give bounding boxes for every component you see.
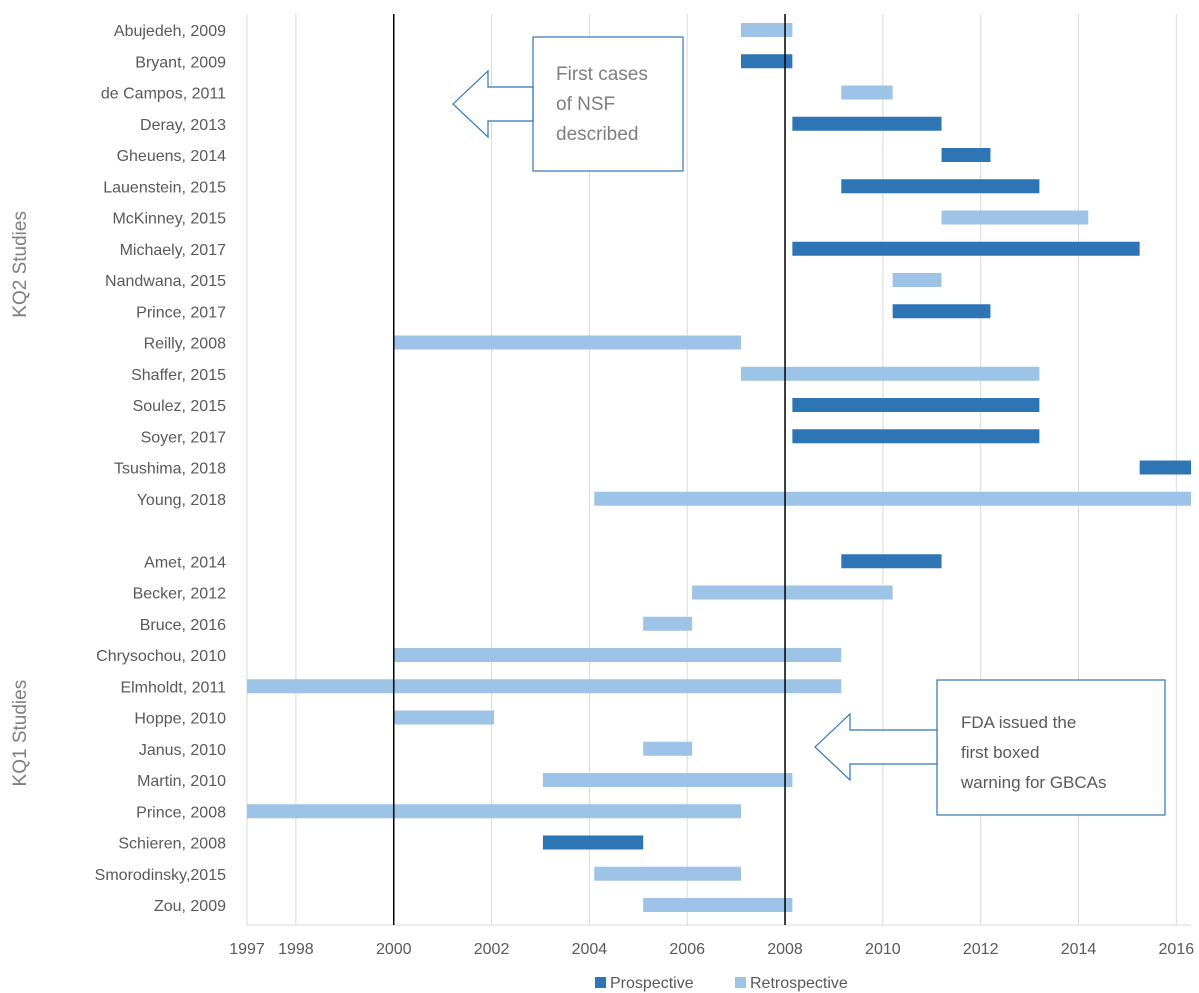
bar-retrospective [741,23,793,37]
bar-prospective [841,554,942,569]
bar-prospective [841,179,1040,194]
study-label: Elmholdt, 2011 [120,679,226,696]
study-label: de Campos, 2011 [101,86,226,103]
x-tick-labels: 1997 1998 2000 2002 2004 2006 2008 2010 2012 2014… [229,941,1194,958]
study-label: Lauenstein, 2015 [103,179,226,196]
bar-retrospective [892,273,942,287]
study-label: Reilly, 2008 [144,336,227,353]
bar-prospective [741,54,793,69]
legend-label: Retrospective [750,975,848,992]
x-tick-label: 2004 [572,941,608,958]
study-label: Prince, 2017 [136,304,226,321]
annotations: First cases of NSF described FDA issued the… [452,36,1166,816]
bar-retrospective [643,616,693,631]
study-label: Young, 2018 [137,492,226,509]
study-label: Nandwana, 2015 [105,273,226,290]
bar-retrospective [542,773,793,787]
reference-lines [392,14,786,925]
bar-prospective [892,304,991,319]
callout-arrow [452,69,534,139]
study-label: Amet, 2014 [144,554,226,571]
x-tick-label: 2010 [865,941,901,958]
callout-text: FDA issued the [961,713,1076,732]
legend: Prospective Retrospective [595,975,848,992]
bar-retrospective [247,804,742,819]
bar-retrospective [741,366,1040,381]
group-label: KQ1 Studies [10,680,31,787]
x-tick-label: 2008 [767,941,803,958]
legend-swatch-prospective [595,977,606,988]
bar-retrospective [393,648,842,662]
study-label: Soyer, 2017 [141,429,227,446]
bar-prospective [941,148,991,162]
group-label: KQ2 Studies [10,211,31,318]
bars [247,23,1191,912]
study-label: Shaffer, 2015 [131,367,226,384]
study-label: Bryant, 2009 [135,54,226,71]
study-label: Martin, 2010 [137,773,226,790]
bar-prospective [542,835,644,850]
x-tick-label: 1998 [278,941,314,958]
study-label: Zou, 2009 [154,898,226,915]
bar-retrospective [643,898,793,912]
bar-retrospective [841,85,893,100]
study-label: Tsushima, 2018 [114,461,226,478]
callout-box [532,36,684,172]
study-label: Prince, 2008 [136,804,226,821]
study-label: Michaely, 2017 [120,242,227,259]
bar-prospective [792,116,942,131]
callout-text: first boxed [961,743,1039,762]
bar-retrospective [247,679,842,694]
bar-retrospective [393,710,495,725]
bar-retrospective [643,741,693,756]
x-tick-label: 2002 [474,941,510,958]
bar-retrospective [692,585,893,600]
study-label: McKinney, 2015 [112,211,226,228]
x-tick-label: 2016 [1159,941,1195,958]
bar-prospective [1139,460,1191,475]
study-label: Janus, 2010 [139,742,226,759]
study-label: Chrysochou, 2010 [96,648,226,665]
group-labels: KQ2 Studies KQ1 Studies [10,211,31,786]
legend-swatch-retrospective [735,977,746,988]
bar-retrospective [594,491,1191,506]
study-label: Schieren, 2008 [118,836,226,853]
callout-text: of NSF [556,94,615,115]
study-label: Hoppe, 2010 [134,711,226,728]
study-label: Becker, 2012 [133,586,227,603]
x-tick-label: 2006 [669,941,705,958]
bar-prospective [792,241,1140,256]
study-label: Soulez, 2015 [133,398,227,415]
study-label: Gheuens, 2014 [117,148,227,165]
callout-arrow [814,712,938,782]
callout-text: described [556,124,638,145]
bar-retrospective [594,866,742,881]
study-label: Bruce, 2016 [140,617,226,634]
x-tick-label: 2000 [376,941,412,958]
study-label: Deray, 2013 [140,117,226,134]
bar-retrospective [941,210,1089,225]
x-tick-label: 2012 [963,941,999,958]
study-label: Smorodinsky,2015 [95,867,226,884]
bar-prospective [792,398,1040,412]
bar-retrospective [393,335,742,350]
legend-label: Prospective [610,975,694,992]
callout-text: warning for GBCAs [960,773,1107,792]
bar-prospective [792,429,1040,444]
callout-text: First cases [556,64,648,85]
x-tick-label: 2014 [1061,941,1097,958]
study-label: Abujedeh, 2009 [114,23,226,40]
study-labels: Abujedeh, 2009 Bryant, 2009 de Campos, 201… [95,23,226,915]
x-tick-label: 1997 [229,941,265,958]
